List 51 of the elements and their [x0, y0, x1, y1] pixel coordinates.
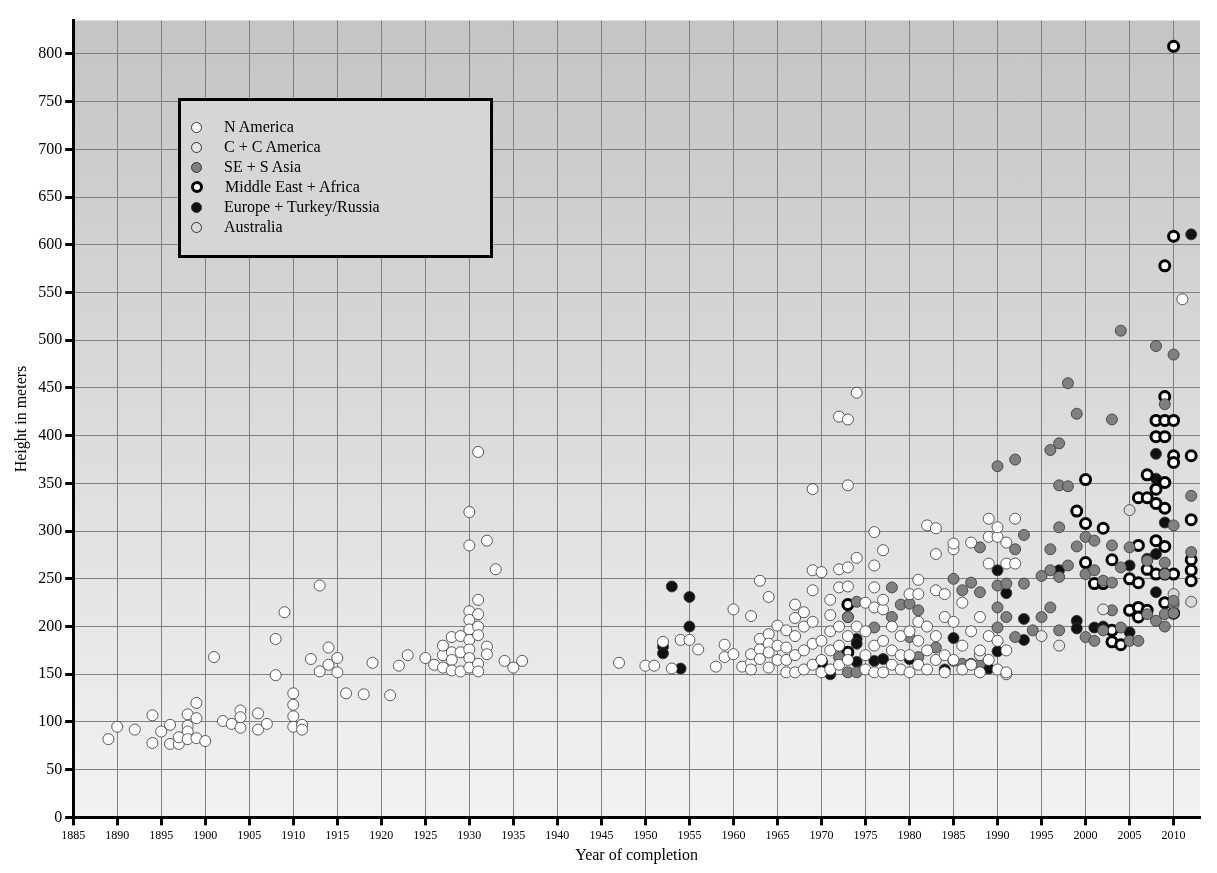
- legend-label: N America: [224, 117, 294, 137]
- y-tick-label: 50: [46, 759, 63, 777]
- x-tick-label: 1905: [237, 827, 262, 842]
- x-axis-title: Year of completion: [575, 845, 698, 864]
- x-tick-label: 1990: [985, 827, 1010, 842]
- y-tick-label: 200: [38, 616, 63, 634]
- x-tick-label: 1975: [853, 827, 878, 842]
- legend-label: Australia: [224, 217, 283, 237]
- y-axis-title: Height in meters: [11, 365, 30, 473]
- y-tick-label: 650: [38, 187, 63, 205]
- y-tick-label: 300: [38, 521, 63, 539]
- x-tick-label: 1925: [413, 827, 438, 842]
- y-tick-label: 600: [38, 235, 63, 253]
- y-tick-label: 450: [38, 378, 63, 396]
- x-tick-label: 1965: [765, 827, 790, 842]
- y-tick-label: 150: [38, 664, 63, 682]
- legend-label: C + C America: [224, 137, 321, 157]
- legend-label: Middle East + Africa: [225, 177, 360, 197]
- y-tick-label: 500: [38, 330, 63, 348]
- x-tick-label: 1980: [897, 827, 922, 842]
- x-tick-label: 1970: [809, 827, 834, 842]
- y-tick-label: 700: [38, 139, 63, 157]
- x-tick-label: 1890: [105, 827, 130, 842]
- x-tick-label: 1955: [677, 827, 702, 842]
- x-tick-label: 1885: [61, 827, 86, 842]
- x-tick-label: 1940: [545, 827, 570, 842]
- x-tick-label: 1895: [149, 827, 174, 842]
- x-tick-label: 1900: [193, 827, 218, 842]
- x-tick-label: 1910: [281, 827, 306, 842]
- x-tick-label: 1935: [501, 827, 526, 842]
- x-tick-label: 2010: [1161, 827, 1186, 842]
- x-tick-label: 2000: [1073, 827, 1098, 842]
- y-tick-label: 250: [38, 569, 63, 587]
- x-tick-label: 1960: [721, 827, 746, 842]
- y-tick-label: 400: [38, 425, 63, 443]
- x-tick-label: 1985: [941, 827, 966, 842]
- x-tick-label: 2005: [1117, 827, 1142, 842]
- x-tick-label: 1995: [1029, 827, 1054, 842]
- x-tick-label: 1915: [325, 827, 350, 842]
- legend-label: SE + S Asia: [224, 157, 302, 177]
- x-tick-label: 1930: [457, 827, 482, 842]
- y-tick-label: 750: [38, 91, 63, 109]
- x-tick-label: 1920: [369, 827, 394, 842]
- y-tick-label: 100: [38, 712, 63, 730]
- y-tick-label: 350: [38, 473, 63, 491]
- x-tick-label: 1950: [633, 827, 658, 842]
- y-tick-label: 550: [38, 282, 63, 300]
- y-tick-label: 0: [54, 807, 63, 825]
- legend-label: Europe + Turkey/Russia: [224, 197, 380, 217]
- x-tick-label: 1945: [589, 827, 614, 842]
- y-tick-label: 800: [38, 44, 63, 62]
